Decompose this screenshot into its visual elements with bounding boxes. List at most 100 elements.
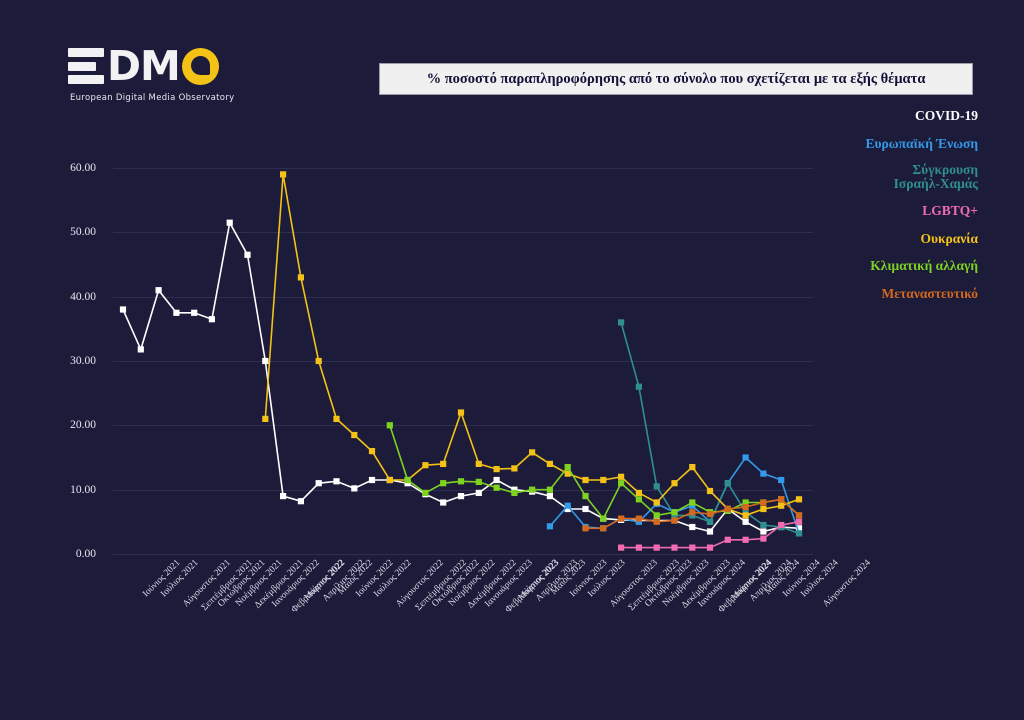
series-marker (564, 505, 571, 513)
legend-item-1[interactable]: COVID-19 (915, 108, 978, 123)
series-marker (760, 535, 767, 542)
series-marker (546, 486, 553, 493)
series-marker (422, 462, 429, 469)
series-marker (706, 487, 714, 495)
grid-lines (113, 168, 813, 555)
series-marker (137, 346, 144, 353)
legend-item-label: Σύγκρουση (912, 162, 978, 178)
series-marker (653, 512, 660, 519)
series-marker (671, 517, 678, 524)
series-marker (600, 525, 607, 532)
series-marker (600, 476, 607, 484)
logo-wordmark: DM (68, 44, 278, 88)
y-tick-label: 40.00 (70, 290, 96, 303)
series-marker (493, 466, 500, 473)
series-marker (546, 493, 553, 500)
series-marker (386, 476, 393, 484)
legend-item-3[interactable]: Σύγκρουση Ισραήλ-Χαμάς (738, 162, 978, 191)
series-marker (778, 476, 785, 484)
series-marker (635, 383, 642, 390)
series-marker (511, 465, 518, 472)
series-marker (493, 476, 500, 484)
series-marker (653, 483, 660, 490)
series-marker (280, 493, 287, 500)
series-marker (760, 528, 767, 535)
series-marker (760, 499, 767, 506)
series-marker (191, 309, 198, 316)
series-marker (653, 499, 660, 506)
series-marker (671, 512, 678, 519)
series-marker (226, 219, 233, 226)
series-marker (742, 536, 749, 543)
legend-item-6[interactable]: Κλιματική αλλαγή (870, 258, 978, 274)
series-marker (457, 493, 465, 500)
plot-area (113, 168, 813, 555)
y-axis-labels: 0.00 10.00 20.00 30.00 40.00 50.00 60.00 (0, 162, 108, 560)
series-marker (315, 357, 322, 365)
series-marker (440, 480, 447, 487)
series-marker (529, 486, 536, 493)
y-tick-label: 50.00 (70, 226, 96, 239)
y-tick-label: 0.00 (75, 548, 96, 560)
series-marker (386, 422, 393, 429)
series-marker (706, 528, 714, 535)
series-marker (618, 473, 625, 480)
logo-o-speech-bubble-icon (181, 47, 219, 85)
series-marker (742, 454, 749, 461)
series-marker (208, 316, 215, 323)
legend-item-7[interactable]: Μεταναστευτικό (881, 285, 978, 301)
series-marker (724, 505, 731, 513)
series-marker (422, 489, 429, 496)
grid-line (113, 168, 813, 169)
data-series-layer (119, 171, 803, 551)
series-marker (457, 478, 465, 485)
series-marker (262, 357, 269, 365)
legend-item-5[interactable]: Ουκρανία (920, 230, 978, 246)
series-marker (742, 518, 749, 525)
series-marker (795, 530, 803, 537)
series-marker (706, 518, 714, 525)
series-marker (564, 502, 571, 509)
series-marker (742, 499, 749, 506)
series-marker (155, 287, 162, 294)
series-marker (689, 502, 696, 509)
series-marker (475, 478, 482, 485)
series-marker (795, 496, 803, 503)
legend-item-4[interactable]: LGBTQ+ (922, 203, 978, 219)
series-marker (724, 536, 731, 543)
series-marker (653, 544, 660, 551)
series-marker (778, 521, 785, 529)
series-marker (618, 515, 625, 522)
series-marker (315, 480, 322, 487)
series-marker (404, 476, 411, 484)
logo-letters: DM (107, 42, 181, 90)
series-marker (706, 511, 714, 518)
legend-item-2[interactable]: Ευρωπαϊκή Ένωση (865, 135, 978, 151)
series-marker (475, 460, 482, 467)
series-marker (778, 496, 785, 503)
grid-line (113, 489, 813, 491)
y-tick-label: 20.00 (70, 419, 96, 432)
series-marker (297, 498, 304, 505)
grid-line (113, 425, 813, 427)
series-marker (493, 484, 500, 491)
series-marker (262, 415, 269, 422)
series-marker (689, 499, 696, 506)
y-tick-label: 30.00 (70, 355, 96, 367)
chart-title-banner: % ποσοστό παραπληροφόρησης από το σύνολο… (379, 63, 973, 95)
logo-e-bars-icon (68, 48, 104, 84)
series-marker (600, 515, 607, 522)
series-marker (511, 489, 518, 496)
series-marker (760, 505, 767, 513)
series-marker (582, 525, 589, 532)
series-marker (440, 499, 447, 506)
edmo-logo: DM European Digital Media Observatory (68, 44, 278, 106)
series-marker (618, 480, 625, 487)
series-marker (671, 480, 678, 487)
series-marker (280, 171, 287, 178)
series-marker (653, 518, 660, 525)
series-marker (795, 525, 803, 532)
series-marker (742, 512, 749, 519)
series-marker (742, 509, 749, 516)
series-marker (618, 319, 625, 326)
